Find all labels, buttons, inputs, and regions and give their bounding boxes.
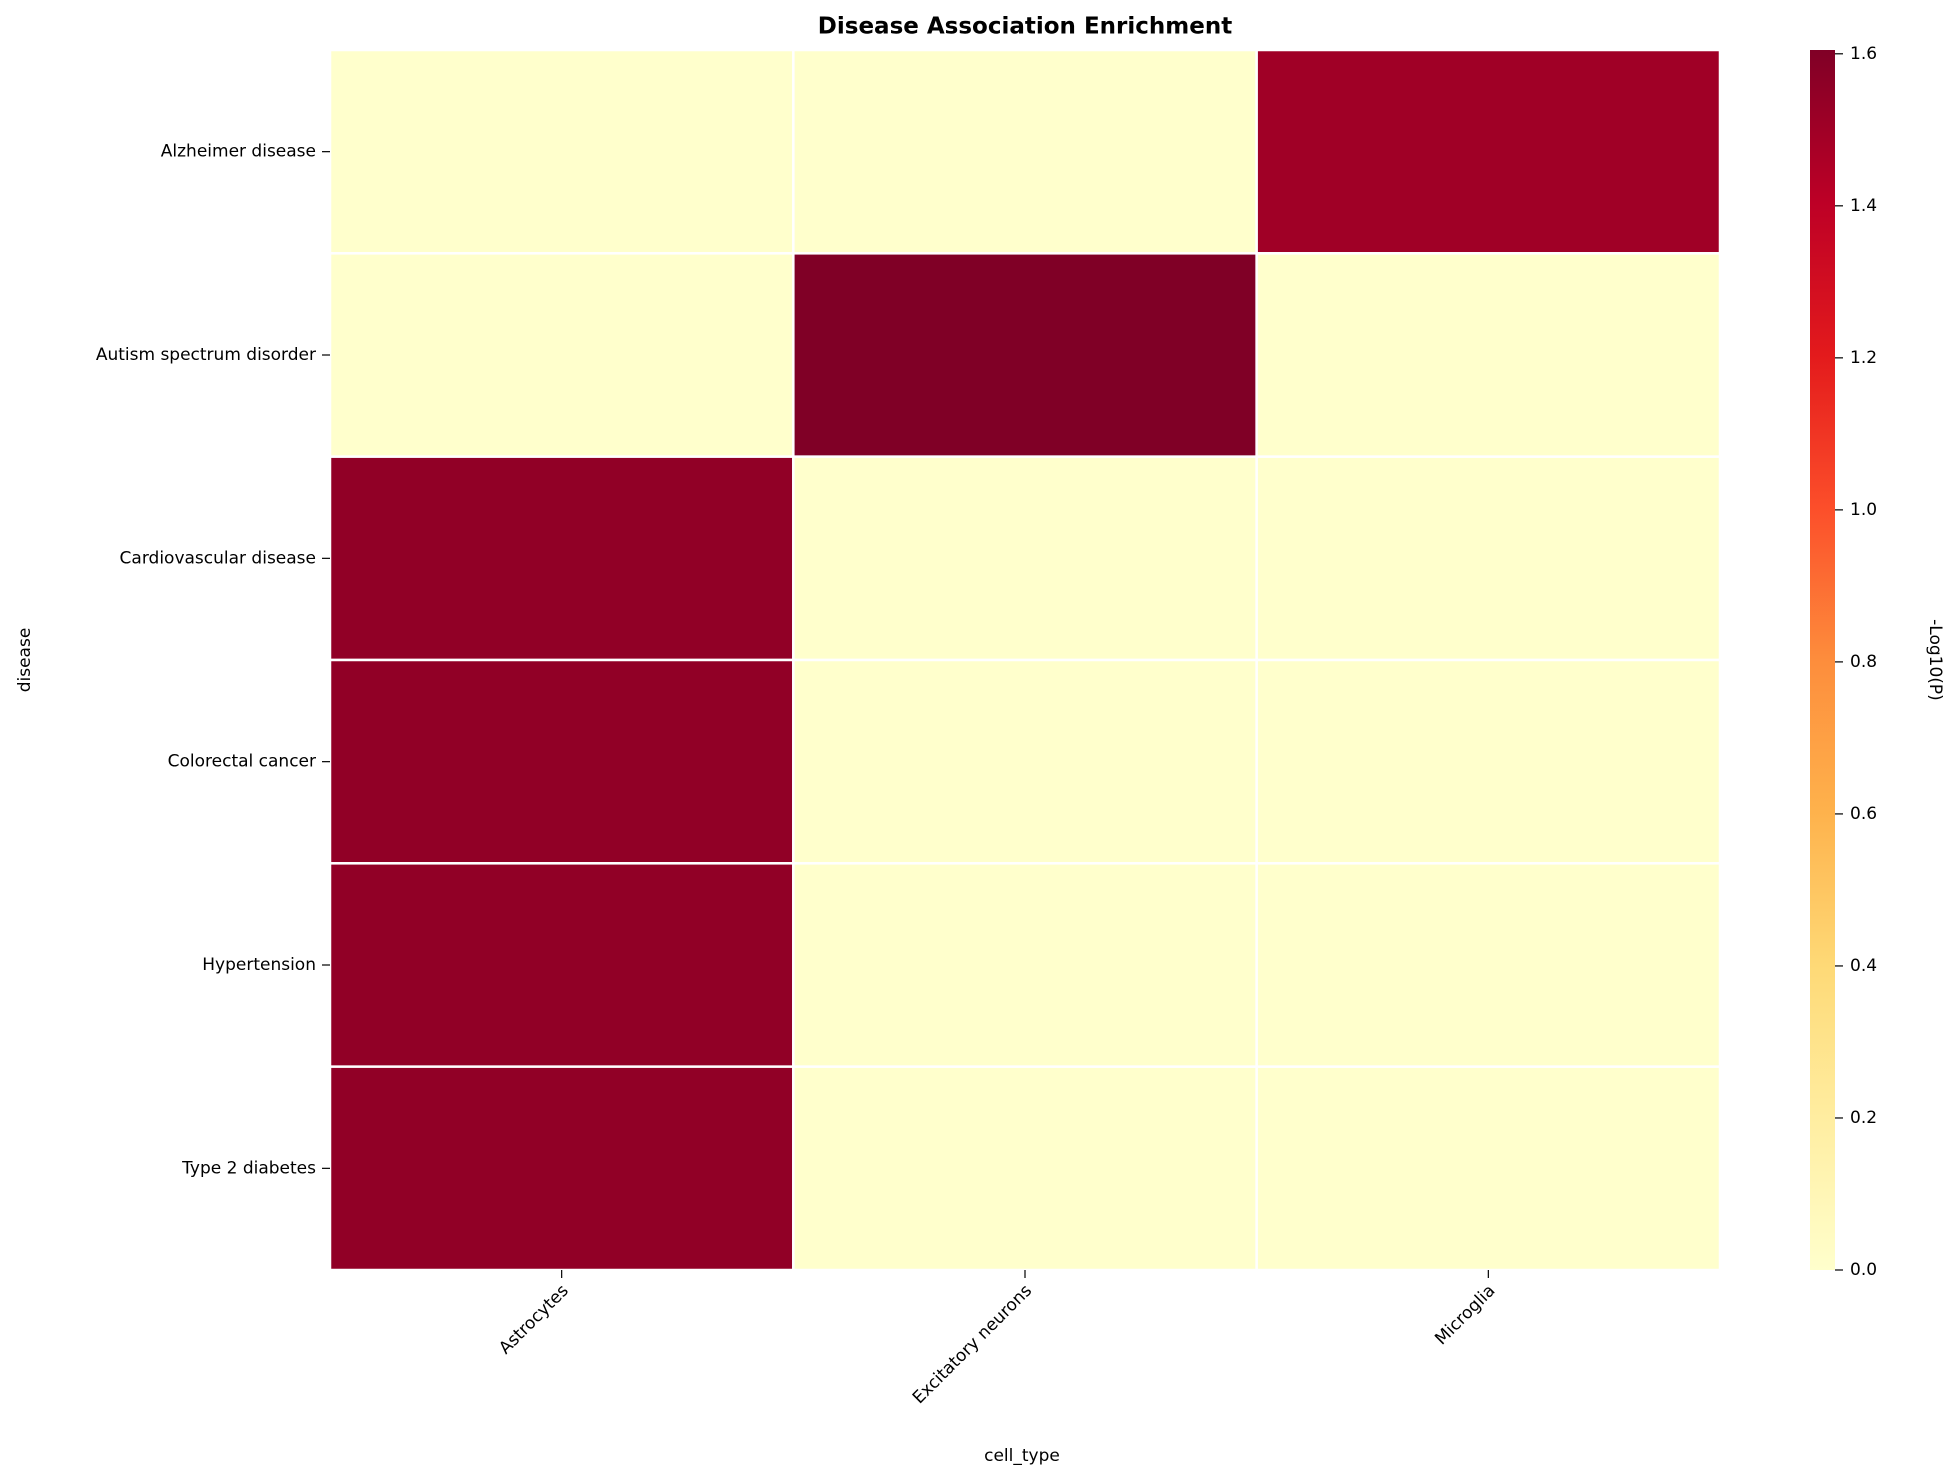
x-tick-label: Microglia	[1431, 1281, 1499, 1349]
heatmap-cell	[328, 658, 795, 865]
y-tick-label: Type 2 diabetes	[181, 1158, 316, 1178]
heatmap-cell	[1255, 252, 1722, 458]
colorbar-tick-label: 0.0	[1850, 1260, 1877, 1280]
y-axis-label: disease	[15, 628, 35, 693]
heatmap-cell	[1255, 658, 1722, 865]
heatmap-cell	[792, 658, 1258, 865]
heatmap-cell	[1255, 862, 1722, 1068]
colorbar-tick-label: 1.4	[1850, 196, 1877, 216]
colorbar-tick-label: 0.4	[1850, 956, 1877, 976]
heatmap-cell	[328, 1065, 795, 1272]
heatmap-cell	[1255, 1065, 1722, 1272]
y-tick-label: Hypertension	[202, 955, 316, 975]
heatmap-cell	[792, 252, 1258, 458]
x-tick-label: Astrocytes	[495, 1281, 573, 1359]
colorbar-tick-label: 1.6	[1850, 44, 1877, 64]
colorbar-tick-label: 0.8	[1850, 652, 1877, 672]
colorbar-tick-label: 0.6	[1850, 804, 1877, 824]
heatmap-cell	[328, 252, 795, 458]
heatmap-cell	[792, 455, 1258, 662]
heatmap-cell	[792, 48, 1258, 255]
colorbar-tick-label: 1.0	[1850, 500, 1877, 520]
heatmap-cell	[1255, 48, 1722, 255]
heatmap-cell	[328, 48, 795, 255]
colorbar-label: -Log10(P)	[1925, 619, 1945, 701]
heatmap-cell	[328, 455, 795, 662]
y-tick-label: Cardiovascular disease	[120, 548, 316, 568]
y-tick-label: Autism spectrum disorder	[96, 345, 316, 365]
heatmap-cell	[1255, 455, 1722, 662]
colorbar-tick-label: 1.2	[1850, 348, 1877, 368]
heatmap-cell	[792, 1065, 1258, 1272]
heatmap-cell	[328, 862, 795, 1068]
chart-title: Disease Association Enrichment	[818, 14, 1232, 40]
colorbar	[1810, 50, 1835, 1270]
y-tick-label: Alzheimer disease	[161, 142, 316, 162]
heatmap-cell	[792, 862, 1258, 1068]
x-axis-label: cell_type	[984, 1446, 1060, 1466]
x-tick-label: Excitatory neurons	[909, 1281, 1036, 1408]
y-tick-label: Colorectal cancer	[168, 752, 316, 772]
colorbar-tick-label: 0.2	[1850, 1108, 1877, 1128]
